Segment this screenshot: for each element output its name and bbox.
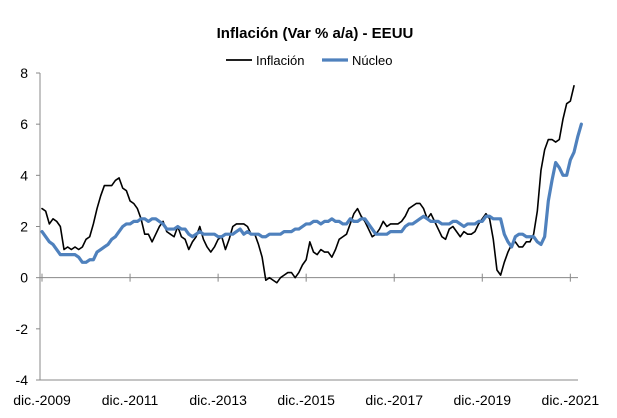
legend-label-nucleo: Núcleo xyxy=(352,53,392,68)
x-tick-label: dic.-2013 xyxy=(189,392,247,408)
series-group xyxy=(40,84,583,284)
y-tick-label: 0 xyxy=(20,270,28,286)
y-tick-label: -4 xyxy=(16,372,29,388)
x-tick-label: dic.-2019 xyxy=(453,392,511,408)
series-line-nucleo xyxy=(40,122,583,264)
y-tick-label: -2 xyxy=(16,321,29,337)
y-tick-label: 8 xyxy=(20,65,28,81)
x-tick-label: dic.-2017 xyxy=(365,392,423,408)
legend: Inflación Núcleo xyxy=(226,53,392,68)
legend-label-inflacion: Inflación xyxy=(256,53,304,68)
y-tick-label: 6 xyxy=(20,116,28,132)
x-tick-label: dic.-2009 xyxy=(13,392,71,408)
y-tick-label: 2 xyxy=(20,219,28,235)
x-tick-label: dic.-2011 xyxy=(102,392,159,408)
chart-title: Inflación (Var % a/a) - EEUU xyxy=(217,25,414,42)
axes: -4 -2 0 2 4 6 8 dic.-2009 dic.-2011 dic.-2013 dic.… xyxy=(13,65,599,408)
y-tick-label: 4 xyxy=(20,167,28,183)
x-tick-label: dic.-2021 xyxy=(542,392,600,408)
x-tick-label: dic.-2015 xyxy=(277,392,335,408)
series-line-inflacion xyxy=(41,84,575,284)
